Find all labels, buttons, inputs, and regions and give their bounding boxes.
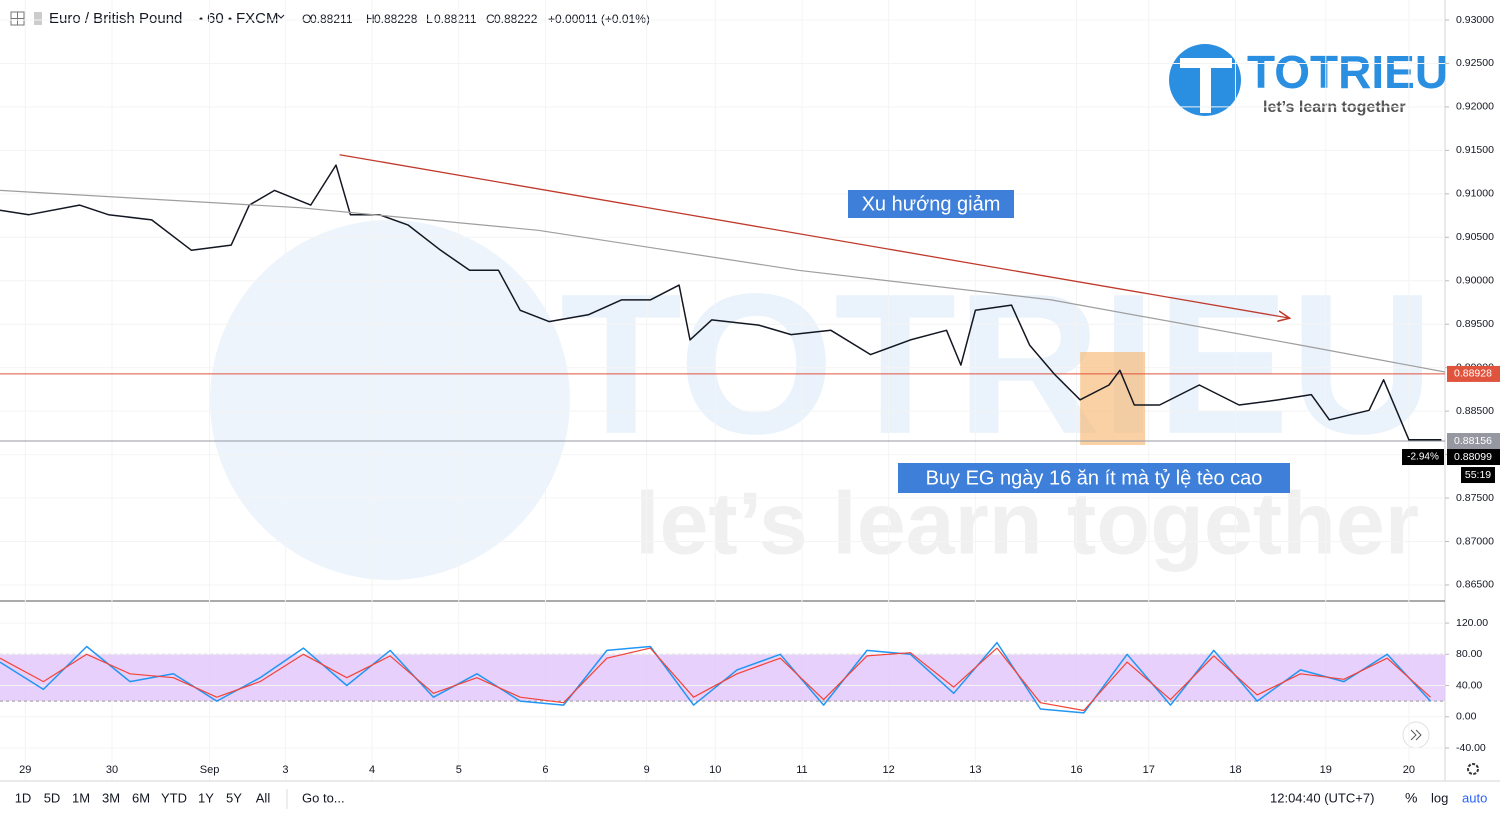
percent-toggle[interactable]: % xyxy=(1405,790,1417,806)
y-tick-label: 0.91500 xyxy=(1456,144,1494,156)
highlight-box xyxy=(1080,352,1146,446)
x-tick-label: 12 xyxy=(883,764,895,776)
toolbar: Go to... 12:04:40 (UTC+7) % log auto 1D 5… xyxy=(15,789,1487,809)
ohlc-label: L xyxy=(426,12,433,26)
price-label-box xyxy=(1447,433,1500,450)
pane: 0.93000 0.92500 0.92000 0.91500 0.91000 0.905… xyxy=(0,0,1500,780)
y-tick-label: 120.00 xyxy=(1456,617,1488,629)
change: +0.00011 (+0.01%) xyxy=(548,12,650,26)
x-tick-label: 9 xyxy=(644,764,650,776)
x-tick-label: 11 xyxy=(796,764,807,776)
price-label-box xyxy=(1447,365,1500,382)
ohlc-label: C xyxy=(486,12,495,26)
ohlc-value: 0.88228 xyxy=(374,12,418,26)
logo-name: TOTRIEU xyxy=(1247,46,1448,98)
interval[interactable]: 60 xyxy=(207,10,224,27)
countdown: 55:19 xyxy=(1465,469,1491,481)
x-tick-label: 19 xyxy=(1320,764,1332,776)
clock: 12:04:40 (UTC+7) xyxy=(1270,790,1374,805)
watermark-name: TOTRIEU xyxy=(560,253,1434,476)
watermark: TOTRIEU let’s learn together xyxy=(210,220,1434,580)
y-tick-label: 0.93000 xyxy=(1456,14,1494,26)
range-button[interactable]: 5D xyxy=(44,790,61,805)
annotation: Xu hướng giảm xyxy=(862,193,1001,215)
series-line xyxy=(0,647,1431,712)
x-tick-label: 6 xyxy=(542,764,548,776)
ohlc-label: H xyxy=(366,12,375,26)
last-price: 0.88099 xyxy=(1454,451,1492,463)
header: Euro / British Pound 60 FXCM +0.00011 (+… xyxy=(10,10,650,27)
x-tick-label: 17 xyxy=(1143,764,1155,776)
x-tick-label: 30 xyxy=(106,764,118,776)
chevron[interactable] xyxy=(277,14,285,19)
annotation-box xyxy=(848,190,1014,218)
x-tick-label: 5 xyxy=(456,764,462,776)
watermark-circle xyxy=(210,220,570,580)
x-tick-label: 29 xyxy=(19,764,31,776)
x-tick-label: 18 xyxy=(1229,764,1241,776)
x-tick-label: Sep xyxy=(200,764,220,776)
y-tick-label: 0.00 xyxy=(1456,711,1477,723)
range-button[interactable]: 3M xyxy=(102,790,120,805)
pane: 120.00 80.00 40.00 0.00 -40.00 xyxy=(0,617,1488,754)
x-tick-label: 20 xyxy=(1403,764,1415,776)
price-label: 0.88156 xyxy=(1454,435,1492,447)
x-tick-label: 13 xyxy=(969,764,981,776)
change-box xyxy=(1402,449,1444,466)
y-tick-label: 0.90000 xyxy=(1456,275,1494,287)
series-line xyxy=(0,189,1446,373)
y-tick-label: 0.92500 xyxy=(1456,57,1494,69)
x-tick-label: 4 xyxy=(369,764,375,776)
annotation: Buy EG ngày 16 ăn ít mà tỷ lệ tèo cao xyxy=(926,467,1263,489)
ohlc-label: O xyxy=(302,12,311,26)
logo-icon-stem xyxy=(1200,58,1211,113)
x-tick-label: 3 xyxy=(282,764,288,776)
range-button[interactable]: YTD xyxy=(161,790,187,805)
logo-tagline: let’s learn together xyxy=(1263,99,1406,116)
range-button[interactable]: 1Y xyxy=(198,790,214,805)
series-line xyxy=(0,164,1442,441)
ohlc-value: 0.88211 xyxy=(434,12,477,26)
ohlc-value: 0.88222 xyxy=(494,12,538,26)
logo: TOTRIEU let’s learn together xyxy=(1169,44,1448,116)
scroll-icon xyxy=(1410,729,1422,741)
x-tick-label: 16 xyxy=(1070,764,1082,776)
countdown-box xyxy=(1461,467,1495,484)
trend-line xyxy=(339,154,1290,318)
y-tick-label: -40.00 xyxy=(1456,742,1486,754)
range-button[interactable]: 5Y xyxy=(226,790,242,805)
y-tick-label: 0.88500 xyxy=(1456,405,1494,417)
annotation-box xyxy=(898,463,1290,493)
last-price-box xyxy=(1447,449,1500,466)
band xyxy=(0,654,1445,702)
y-tick-label: 0.89500 xyxy=(1456,318,1494,330)
y-tick-label: 0.87000 xyxy=(1456,535,1494,547)
auto-toggle[interactable]: auto xyxy=(1462,790,1487,805)
range-button[interactable]: 6M xyxy=(132,790,150,805)
change-label: -2.94% xyxy=(1407,452,1439,463)
ohlc-value: 0.88211 xyxy=(310,12,353,26)
header-icon xyxy=(34,12,42,25)
y-tick-label: 0.90500 xyxy=(1456,231,1494,243)
y-tick-label: 0.91000 xyxy=(1456,188,1494,200)
source: FXCM xyxy=(236,10,279,27)
symbol[interactable]: Euro / British Pound xyxy=(49,10,182,27)
x-tick-label: 10 xyxy=(709,764,721,776)
y-tick-label: 0.92000 xyxy=(1456,101,1494,113)
log-toggle[interactable]: log xyxy=(1431,790,1448,805)
goto-button[interactable]: Go to... xyxy=(302,790,345,805)
settings-button[interactable] xyxy=(1467,763,1479,775)
y-tick-label: 80.00 xyxy=(1456,648,1482,660)
price-label: 0.88928 xyxy=(1454,368,1492,380)
range-button[interactable]: 1D xyxy=(15,790,32,805)
y-tick-label: 40.00 xyxy=(1456,679,1482,691)
y-tick-label: 0.86500 xyxy=(1456,579,1494,591)
y-tick-label: 0.87500 xyxy=(1456,492,1494,504)
range-button[interactable]: 1M xyxy=(72,790,90,805)
range-button[interactable]: All xyxy=(256,790,271,805)
